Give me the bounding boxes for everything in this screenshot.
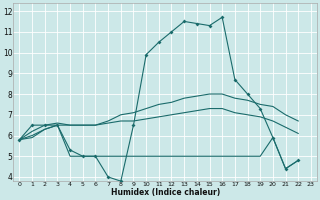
X-axis label: Humidex (Indice chaleur): Humidex (Indice chaleur)	[110, 188, 220, 197]
